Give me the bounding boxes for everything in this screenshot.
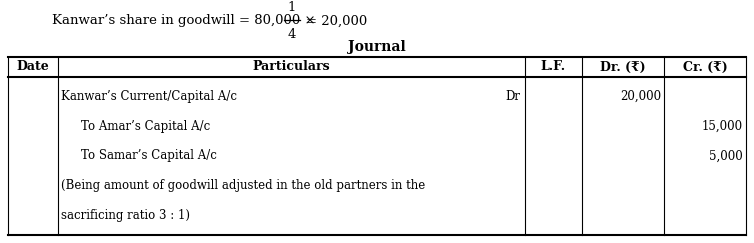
Text: 15,000: 15,000 <box>702 120 743 133</box>
Text: Kanwar’s share in goodwill = 80,000 ×: Kanwar’s share in goodwill = 80,000 × <box>52 15 316 27</box>
Text: Kanwar’s Current/Capital A/c: Kanwar’s Current/Capital A/c <box>61 90 238 103</box>
Text: (Being amount of goodwill adjusted in the old partners in the: (Being amount of goodwill adjusted in th… <box>61 179 425 192</box>
Text: Journal: Journal <box>348 40 406 54</box>
Text: To Amar’s Capital A/c: To Amar’s Capital A/c <box>81 120 210 133</box>
Text: 4: 4 <box>288 28 296 41</box>
Text: Cr. (₹): Cr. (₹) <box>682 61 728 73</box>
Text: 5,000: 5,000 <box>710 149 743 163</box>
Text: sacrificing ratio 3 : 1): sacrificing ratio 3 : 1) <box>61 209 190 222</box>
Text: Dr. (₹): Dr. (₹) <box>600 61 646 73</box>
Text: Date: Date <box>17 61 50 73</box>
Text: 1: 1 <box>288 1 296 14</box>
Text: Particulars: Particulars <box>253 61 330 73</box>
Text: L.F.: L.F. <box>541 61 566 73</box>
Text: Dr: Dr <box>506 90 520 103</box>
Text: = 20,000: = 20,000 <box>306 15 367 27</box>
Text: 20,000: 20,000 <box>620 90 661 103</box>
Text: To Samar’s Capital A/c: To Samar’s Capital A/c <box>81 149 217 163</box>
